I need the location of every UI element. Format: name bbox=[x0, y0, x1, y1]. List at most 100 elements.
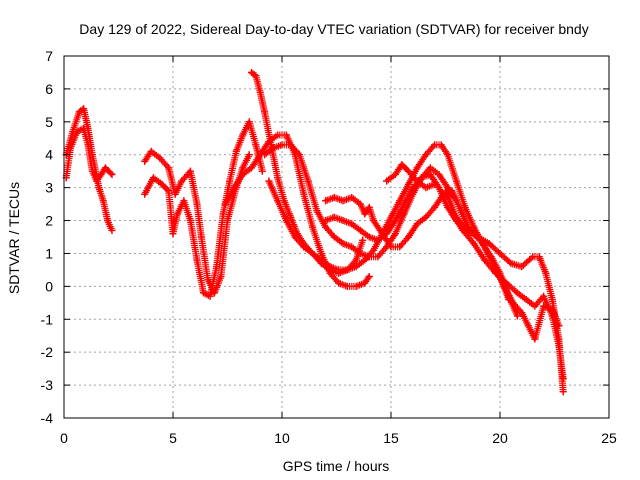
data-point bbox=[173, 210, 181, 218]
data-point bbox=[370, 246, 378, 254]
data-point bbox=[180, 197, 188, 205]
y-tick-label: 0 bbox=[45, 278, 53, 294]
data-point bbox=[287, 213, 295, 221]
data-point bbox=[247, 164, 255, 172]
data-point bbox=[431, 180, 439, 188]
data-point bbox=[461, 203, 469, 211]
data-point bbox=[348, 220, 356, 228]
data-point bbox=[426, 164, 434, 172]
data-point bbox=[396, 243, 404, 251]
data-point bbox=[322, 197, 330, 205]
data-point bbox=[391, 230, 399, 238]
data-point bbox=[524, 322, 532, 330]
x-tick-label: 5 bbox=[169, 430, 177, 446]
data-point bbox=[252, 72, 260, 80]
data-point bbox=[165, 164, 173, 172]
y-tick-label: 7 bbox=[45, 48, 53, 64]
data-point bbox=[404, 233, 412, 241]
data-point bbox=[80, 105, 88, 113]
data-point bbox=[444, 151, 452, 159]
data-point bbox=[398, 161, 406, 169]
data-point bbox=[141, 190, 149, 198]
data-point bbox=[513, 289, 521, 297]
data-point bbox=[278, 141, 286, 149]
data-point bbox=[274, 197, 282, 205]
data-point bbox=[548, 296, 556, 304]
data-point bbox=[206, 292, 214, 300]
data-point bbox=[322, 223, 330, 231]
y-tick-label: 6 bbox=[45, 81, 53, 97]
data-point bbox=[165, 187, 173, 195]
y-tick-label: -4 bbox=[41, 410, 54, 426]
data-point bbox=[282, 217, 290, 225]
data-point bbox=[93, 177, 101, 185]
y-tick-label: 1 bbox=[45, 245, 53, 261]
data-point bbox=[193, 200, 201, 208]
data-point bbox=[361, 279, 369, 287]
data-point bbox=[452, 177, 460, 185]
data-point bbox=[239, 131, 247, 139]
data-point bbox=[282, 131, 290, 139]
data-point bbox=[280, 197, 288, 205]
data-point bbox=[435, 170, 443, 178]
data-point bbox=[383, 230, 391, 238]
data-point bbox=[507, 259, 515, 267]
data-point bbox=[348, 194, 356, 202]
data-point bbox=[361, 210, 369, 218]
data-point bbox=[396, 197, 404, 205]
data-point bbox=[542, 269, 550, 277]
data-point bbox=[487, 253, 495, 261]
data-point bbox=[300, 243, 308, 251]
data-point bbox=[226, 177, 234, 185]
data-point bbox=[330, 213, 338, 221]
y-tick-label: -1 bbox=[41, 311, 54, 327]
data-point bbox=[213, 263, 221, 271]
data-point bbox=[339, 197, 347, 205]
data-point bbox=[492, 266, 500, 274]
data-point bbox=[413, 164, 421, 172]
data-point bbox=[108, 226, 116, 234]
data-point bbox=[309, 249, 317, 257]
y-tick-label: 4 bbox=[45, 147, 53, 163]
data-point bbox=[67, 144, 75, 152]
x-tick-label: 10 bbox=[274, 430, 290, 446]
data-point bbox=[540, 292, 548, 300]
data-point bbox=[431, 203, 439, 211]
data-point bbox=[535, 253, 543, 261]
data-point bbox=[261, 151, 269, 159]
data-point bbox=[287, 141, 295, 149]
data-point bbox=[156, 154, 164, 162]
data-point bbox=[531, 335, 539, 343]
data-point bbox=[343, 282, 351, 290]
point-trail bbox=[141, 118, 266, 300]
data-point bbox=[459, 226, 467, 234]
series-track-4 bbox=[141, 118, 266, 300]
x-tick-label: 20 bbox=[492, 430, 508, 446]
data-point bbox=[339, 217, 347, 225]
data-point bbox=[330, 233, 338, 241]
data-point bbox=[149, 174, 157, 182]
data-point bbox=[343, 266, 351, 274]
data-point bbox=[431, 141, 439, 149]
data-point bbox=[522, 296, 530, 304]
data-point bbox=[422, 213, 430, 221]
data-point bbox=[448, 187, 456, 195]
data-point bbox=[313, 207, 321, 215]
data-point bbox=[352, 256, 360, 264]
data-point bbox=[387, 243, 395, 251]
data-point bbox=[548, 305, 556, 313]
data-point bbox=[200, 289, 208, 297]
data-point bbox=[309, 223, 317, 231]
data-point bbox=[365, 272, 373, 280]
data-point bbox=[245, 151, 253, 159]
data-point bbox=[178, 177, 186, 185]
series-track-11 bbox=[383, 161, 439, 192]
data-point bbox=[335, 279, 343, 287]
data-point bbox=[426, 170, 434, 178]
data-point bbox=[448, 210, 456, 218]
data-point bbox=[169, 230, 177, 238]
data-point bbox=[269, 144, 277, 152]
data-point bbox=[509, 299, 517, 307]
data-point bbox=[418, 174, 426, 182]
data-point bbox=[75, 108, 83, 116]
